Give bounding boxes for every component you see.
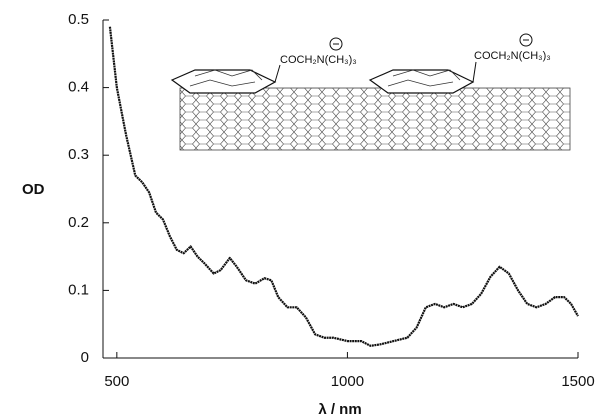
y-tick-label: 0 <box>81 349 89 366</box>
spectrum-line <box>108 26 579 347</box>
y-tick-label: 0.1 <box>68 281 89 298</box>
x-axis-label: λ / nm <box>318 401 361 418</box>
y-tick-label: 0.3 <box>68 146 89 163</box>
annotation: COCH₂N(CH₃)₃ <box>474 50 551 62</box>
x-tick-label: 1000 <box>331 373 364 390</box>
y-tick-label: 0.5 <box>68 11 89 28</box>
y-tick-label: 0.4 <box>68 79 89 96</box>
x-tick-label: 1500 <box>561 373 594 390</box>
annotation: COCH₂N(CH₃)₃ <box>280 54 357 66</box>
x-tick-label: 500 <box>104 373 129 390</box>
inset-structure <box>170 33 571 151</box>
y-axis-label: OD <box>22 181 45 198</box>
y-tick-label: 0.2 <box>68 214 89 231</box>
